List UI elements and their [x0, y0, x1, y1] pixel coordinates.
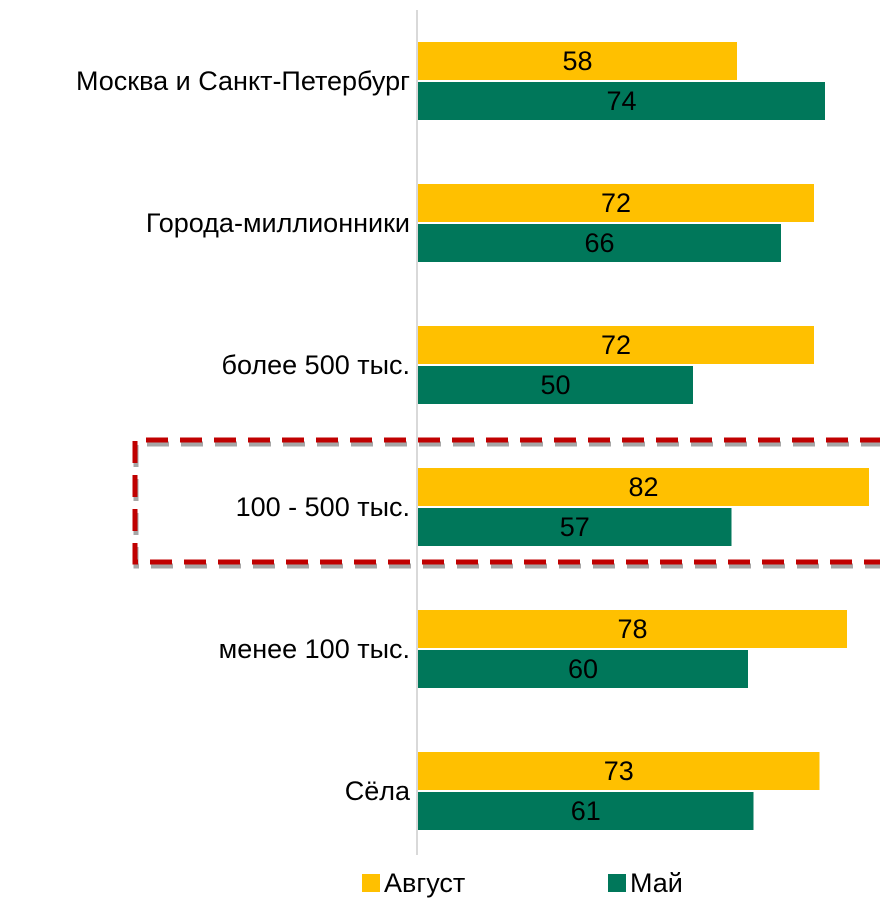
category-label: Москва и Санкт-Петербург: [76, 66, 410, 96]
value-label: 74: [606, 86, 636, 116]
bar: [418, 42, 737, 80]
bar: [418, 82, 825, 120]
bar: [418, 468, 869, 506]
value-label: 66: [584, 228, 614, 258]
highlight-shadow: [133, 441, 880, 569]
category-label: 100 - 500 тыс.: [236, 492, 410, 522]
value-label: 57: [560, 512, 590, 542]
category-label: более 500 тыс.: [222, 350, 411, 380]
category-label: менее 100 тыс.: [219, 634, 410, 664]
value-label: 50: [540, 370, 570, 400]
bar: [418, 326, 814, 364]
bar: [418, 224, 781, 262]
bar: [418, 366, 693, 404]
value-label: 82: [628, 472, 658, 502]
value-label: 72: [601, 188, 631, 218]
value-label: 60: [568, 654, 598, 684]
legend-label: Май: [630, 868, 683, 898]
category-label: Сёла: [345, 776, 411, 806]
value-label: 58: [562, 46, 592, 76]
value-label: 61: [571, 796, 601, 826]
value-label: 72: [601, 330, 631, 360]
legend-swatch: [608, 874, 626, 892]
legend-label: Август: [384, 868, 465, 898]
legend-swatch: [362, 874, 380, 892]
bar: [418, 792, 754, 830]
value-label: 73: [604, 756, 634, 786]
category-label: Города-миллионники: [146, 208, 410, 238]
bar: [418, 650, 748, 688]
bar: [418, 508, 732, 546]
bar: [418, 184, 814, 222]
highlight-box: [132, 437, 880, 565]
bar: [418, 752, 820, 790]
bar: [418, 610, 847, 648]
value-label: 78: [617, 614, 647, 644]
